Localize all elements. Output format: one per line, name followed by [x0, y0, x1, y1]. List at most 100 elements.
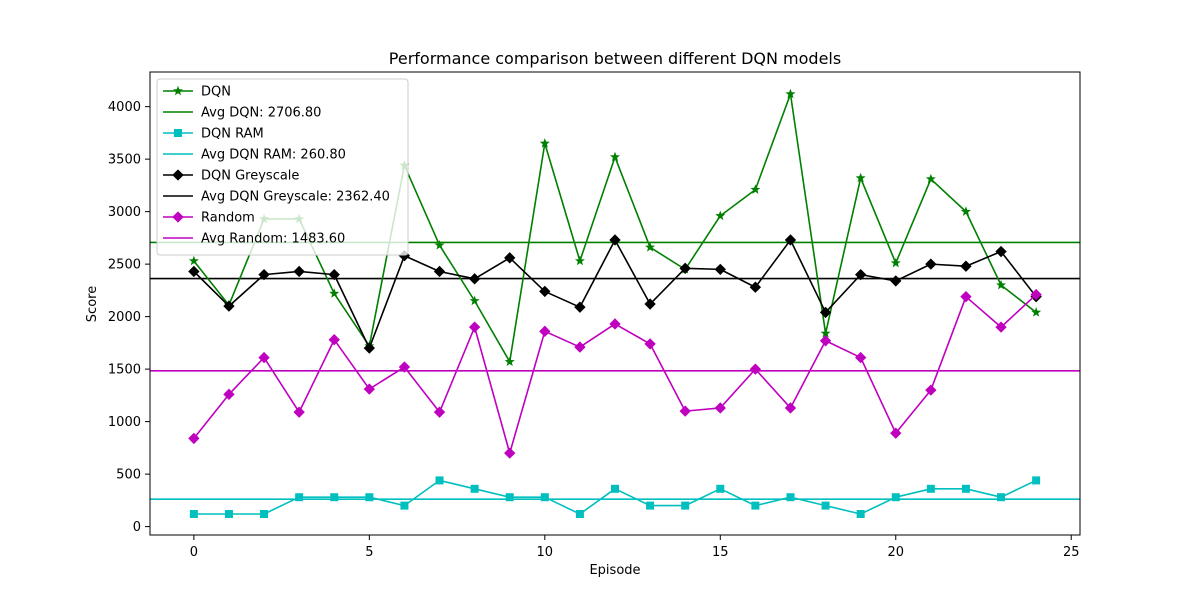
legend-label: Avg DQN Greyscale: 2362.40 — [201, 190, 390, 205]
data-point — [679, 262, 691, 274]
x-tick-label: 0 — [190, 545, 198, 560]
data-point — [260, 510, 269, 519]
data-point — [890, 275, 902, 287]
data-point — [855, 172, 866, 183]
y-tick-label: 1500 — [108, 363, 141, 378]
y-tick-label: 2500 — [108, 258, 141, 273]
data-point — [468, 321, 481, 333]
data-point — [890, 427, 902, 439]
data-point — [504, 356, 515, 367]
data-point — [784, 234, 797, 246]
data-point — [328, 334, 340, 346]
data-point — [714, 263, 726, 276]
legend-marker — [172, 169, 184, 181]
data-point — [716, 484, 725, 493]
y-tick-label: 500 — [116, 468, 141, 483]
data-point — [646, 501, 655, 510]
data-point — [575, 510, 584, 519]
data-point — [365, 493, 374, 502]
data-point — [820, 328, 831, 338]
data-point — [539, 285, 551, 298]
data-point — [995, 245, 1007, 258]
data-point — [645, 242, 656, 252]
data-point — [610, 151, 620, 162]
data-point — [504, 447, 516, 459]
data-point — [293, 265, 305, 278]
data-point — [398, 361, 411, 373]
x-axis-label: Episode — [589, 563, 640, 578]
data-point — [926, 484, 935, 493]
y-tick-label: 4000 — [108, 100, 141, 115]
data-point — [223, 388, 235, 400]
data-point — [188, 432, 200, 445]
legend-label: Avg Random: 1483.60 — [201, 232, 345, 247]
plot-frame — [149, 71, 1081, 536]
data-point — [328, 268, 340, 281]
legend-label: DQN RAM — [201, 127, 264, 142]
data-point — [960, 260, 972, 272]
data-point — [925, 384, 937, 396]
data-point — [821, 501, 830, 510]
data-point — [611, 484, 619, 493]
legend-marker — [172, 211, 184, 223]
data-point — [504, 252, 516, 264]
data-point — [854, 351, 867, 364]
data-point — [890, 257, 901, 268]
data-point — [470, 484, 479, 493]
series-line — [193, 239, 1037, 349]
data-point — [644, 338, 656, 350]
data-point — [679, 405, 691, 417]
data-point — [293, 406, 305, 418]
data-point — [856, 510, 865, 519]
data-point — [188, 265, 200, 278]
x-tick-label: 5 — [365, 545, 373, 560]
data-point — [539, 138, 550, 148]
data-point — [330, 493, 339, 502]
data-point — [644, 298, 656, 310]
legend-label: Avg DQN: 2706.80 — [201, 106, 321, 121]
data-point — [434, 239, 445, 250]
x-tick-label: 10 — [537, 545, 554, 560]
data-point — [468, 273, 481, 285]
data-point — [363, 342, 376, 354]
data-point — [925, 173, 936, 184]
data-point — [925, 258, 937, 270]
data-point — [960, 206, 971, 216]
data-point — [961, 484, 970, 493]
data-point — [681, 501, 690, 510]
data-point — [995, 321, 1007, 333]
legend-label: DQN — [201, 85, 231, 100]
data-point — [574, 255, 585, 266]
data-point — [609, 318, 621, 330]
data-point — [224, 510, 233, 519]
data-point — [1032, 476, 1041, 485]
data-point — [574, 301, 586, 313]
data-point — [539, 325, 551, 337]
x-tick-label: 25 — [1063, 545, 1080, 560]
legend-label: Avg DQN RAM: 260.80 — [201, 148, 346, 163]
data-point — [785, 88, 796, 99]
data-point — [1031, 307, 1042, 317]
data-point — [1030, 288, 1042, 301]
data-point — [400, 501, 409, 510]
legend: DQN Avg DQN: 2706.80 DQN RAM Avg DQN RAM: 2… — [156, 78, 409, 256]
data-point — [960, 291, 972, 303]
data-point — [784, 402, 797, 414]
data-point — [819, 335, 832, 347]
y-tick-label: 3000 — [108, 205, 141, 220]
data-point — [819, 306, 832, 319]
data-point — [996, 279, 1007, 290]
data-point — [891, 493, 900, 502]
data-point — [505, 493, 514, 502]
data-point — [715, 210, 726, 221]
data-point — [750, 184, 761, 194]
y-axis-label: Score — [85, 286, 100, 322]
chart-title: Performance comparison between different… — [389, 49, 841, 68]
data-point — [258, 268, 270, 281]
legend-label: Random — [201, 211, 255, 226]
y-tick-label: 0 — [133, 520, 141, 535]
x-tick-label: 15 — [712, 545, 729, 560]
data-point — [258, 351, 270, 364]
